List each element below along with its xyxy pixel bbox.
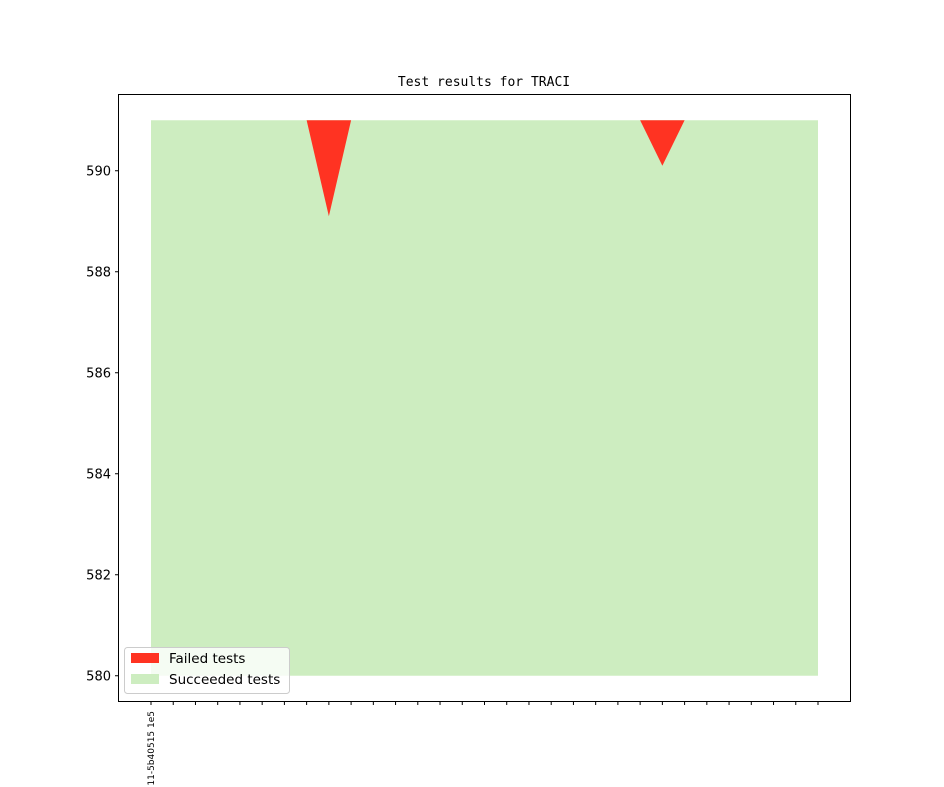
x-axis: 11-5b40515 1e5 [147,701,819,786]
legend-box [124,647,290,694]
legend-swatch-succeeded [131,674,159,684]
legend-label-failed: Failed tests [169,651,245,667]
y-tick-label: 584 [86,467,111,482]
y-tick-label: 582 [86,568,111,583]
y-tick-label: 590 [86,164,111,179]
legend-swatch-failed [131,653,159,663]
legend: Failed tests Succeeded tests [124,647,290,694]
y-tick-label: 588 [86,265,111,280]
succeeded-tests-area [151,120,818,676]
plot-area [151,120,818,676]
y-axis: 580 582 584 586 588 590 [86,164,119,684]
y-tick-label: 586 [86,366,111,381]
y-tick-label: 580 [86,669,111,684]
x-tick-label: 11-5b40515 1e5 [147,711,157,786]
chart-title: Test results for TRACI [398,75,570,90]
legend-label-succeeded: Succeeded tests [169,672,280,688]
failed-tests-area [151,120,818,217]
